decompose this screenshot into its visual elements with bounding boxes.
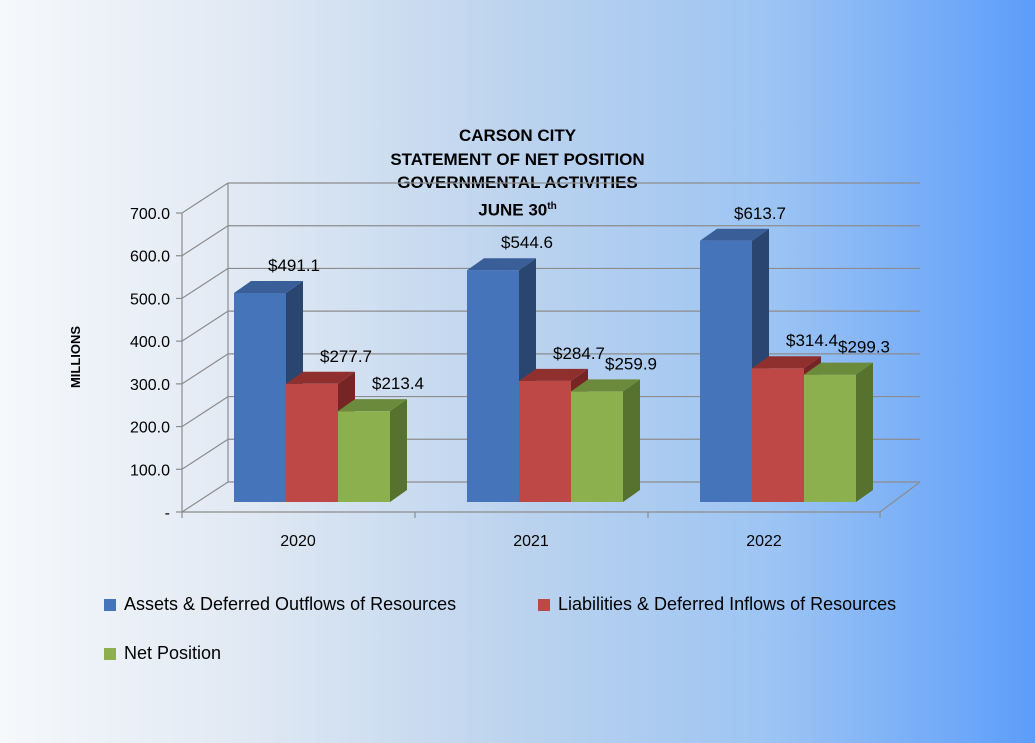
bar-top bbox=[234, 280, 303, 293]
x-tick-label: 2022 bbox=[746, 533, 782, 550]
legend-swatch-green bbox=[104, 647, 116, 660]
data-label: $284.7 bbox=[553, 344, 605, 363]
legend-label: Net Position bbox=[124, 643, 222, 663]
x-tick-label: 2021 bbox=[513, 533, 549, 550]
bar-side bbox=[856, 362, 873, 502]
bar-2020-series-3 bbox=[338, 399, 407, 502]
bar-front bbox=[338, 411, 390, 502]
bar-front bbox=[234, 292, 286, 502]
title-line-1: CARSON CITY bbox=[458, 126, 577, 145]
bar-side bbox=[623, 379, 640, 502]
bar-2021-series-3 bbox=[571, 379, 640, 502]
bar-top bbox=[519, 368, 588, 381]
y-tick-label: 300.0 bbox=[130, 377, 170, 394]
gridline-side bbox=[181, 310, 229, 342]
gridline-side bbox=[181, 182, 229, 214]
gridline-side bbox=[181, 438, 229, 470]
legend-item-liabilities: Liabilities & Deferred Inflows of Resour… bbox=[538, 594, 896, 615]
bar-top bbox=[286, 371, 355, 384]
y-tick-label: 200.0 bbox=[130, 420, 170, 437]
bar-front bbox=[286, 383, 338, 502]
x-tick-label: 2020 bbox=[280, 533, 316, 550]
data-label: $491.1 bbox=[268, 256, 320, 275]
title-line-2: STATEMENT OF NET POSITION bbox=[390, 149, 645, 169]
y-axis-label: MILLIONS bbox=[68, 326, 83, 388]
gridline-side bbox=[181, 267, 229, 299]
y-tick-label: 500.0 bbox=[130, 291, 170, 308]
bar-2022-series-3 bbox=[804, 362, 873, 502]
bar-top bbox=[571, 379, 640, 392]
legend-label: Assets & Deferred Outflows of Resources bbox=[124, 594, 457, 614]
data-label: $299.3 bbox=[838, 338, 890, 357]
data-label: $277.7 bbox=[320, 347, 372, 366]
gridline-side bbox=[181, 353, 229, 385]
bar-front bbox=[752, 368, 804, 502]
data-label: $613.7 bbox=[734, 204, 786, 223]
floor-edge bbox=[879, 481, 921, 513]
chart-title: CARSON CITY STATEMENT OF NET POSITION GO… bbox=[0, 124, 1035, 222]
title-date: JUNE 30 bbox=[478, 200, 548, 220]
legend-swatch-blue bbox=[104, 598, 116, 611]
bar-top bbox=[338, 399, 407, 412]
bar-side bbox=[390, 399, 407, 502]
data-label: $544.6 bbox=[501, 233, 553, 252]
bar-front bbox=[467, 270, 519, 502]
data-label: $213.4 bbox=[372, 374, 424, 393]
title-superscript: th bbox=[547, 200, 557, 212]
bar-top bbox=[700, 228, 769, 241]
y-tick-label: 400.0 bbox=[130, 334, 170, 351]
legend-item-net-position: Net Position bbox=[104, 643, 221, 664]
gridline-side bbox=[181, 396, 229, 428]
y-tick-label: 600.0 bbox=[130, 249, 170, 266]
bar-top bbox=[467, 258, 536, 271]
bar-top bbox=[752, 356, 821, 369]
bar-front bbox=[519, 380, 571, 502]
data-label: $259.9 bbox=[605, 354, 657, 373]
y-tick-label: - bbox=[165, 505, 170, 522]
bar-front bbox=[700, 240, 752, 503]
y-tick-label: 100.0 bbox=[130, 462, 170, 479]
data-label: $314.4 bbox=[786, 331, 838, 350]
gridline-side bbox=[181, 225, 229, 257]
title-line-4: JUNE 30th bbox=[0, 195, 1035, 222]
legend-item-assets: Assets & Deferred Outflows of Resources bbox=[104, 594, 456, 615]
bar-top bbox=[804, 362, 873, 375]
legend-swatch-red bbox=[538, 598, 550, 611]
bar-front bbox=[804, 374, 856, 502]
bar-front bbox=[571, 391, 623, 502]
y-tick-label: 700.0 bbox=[130, 206, 170, 223]
gridline-side bbox=[181, 481, 229, 513]
legend-label: Liabilities & Deferred Inflows of Resour… bbox=[558, 594, 897, 614]
